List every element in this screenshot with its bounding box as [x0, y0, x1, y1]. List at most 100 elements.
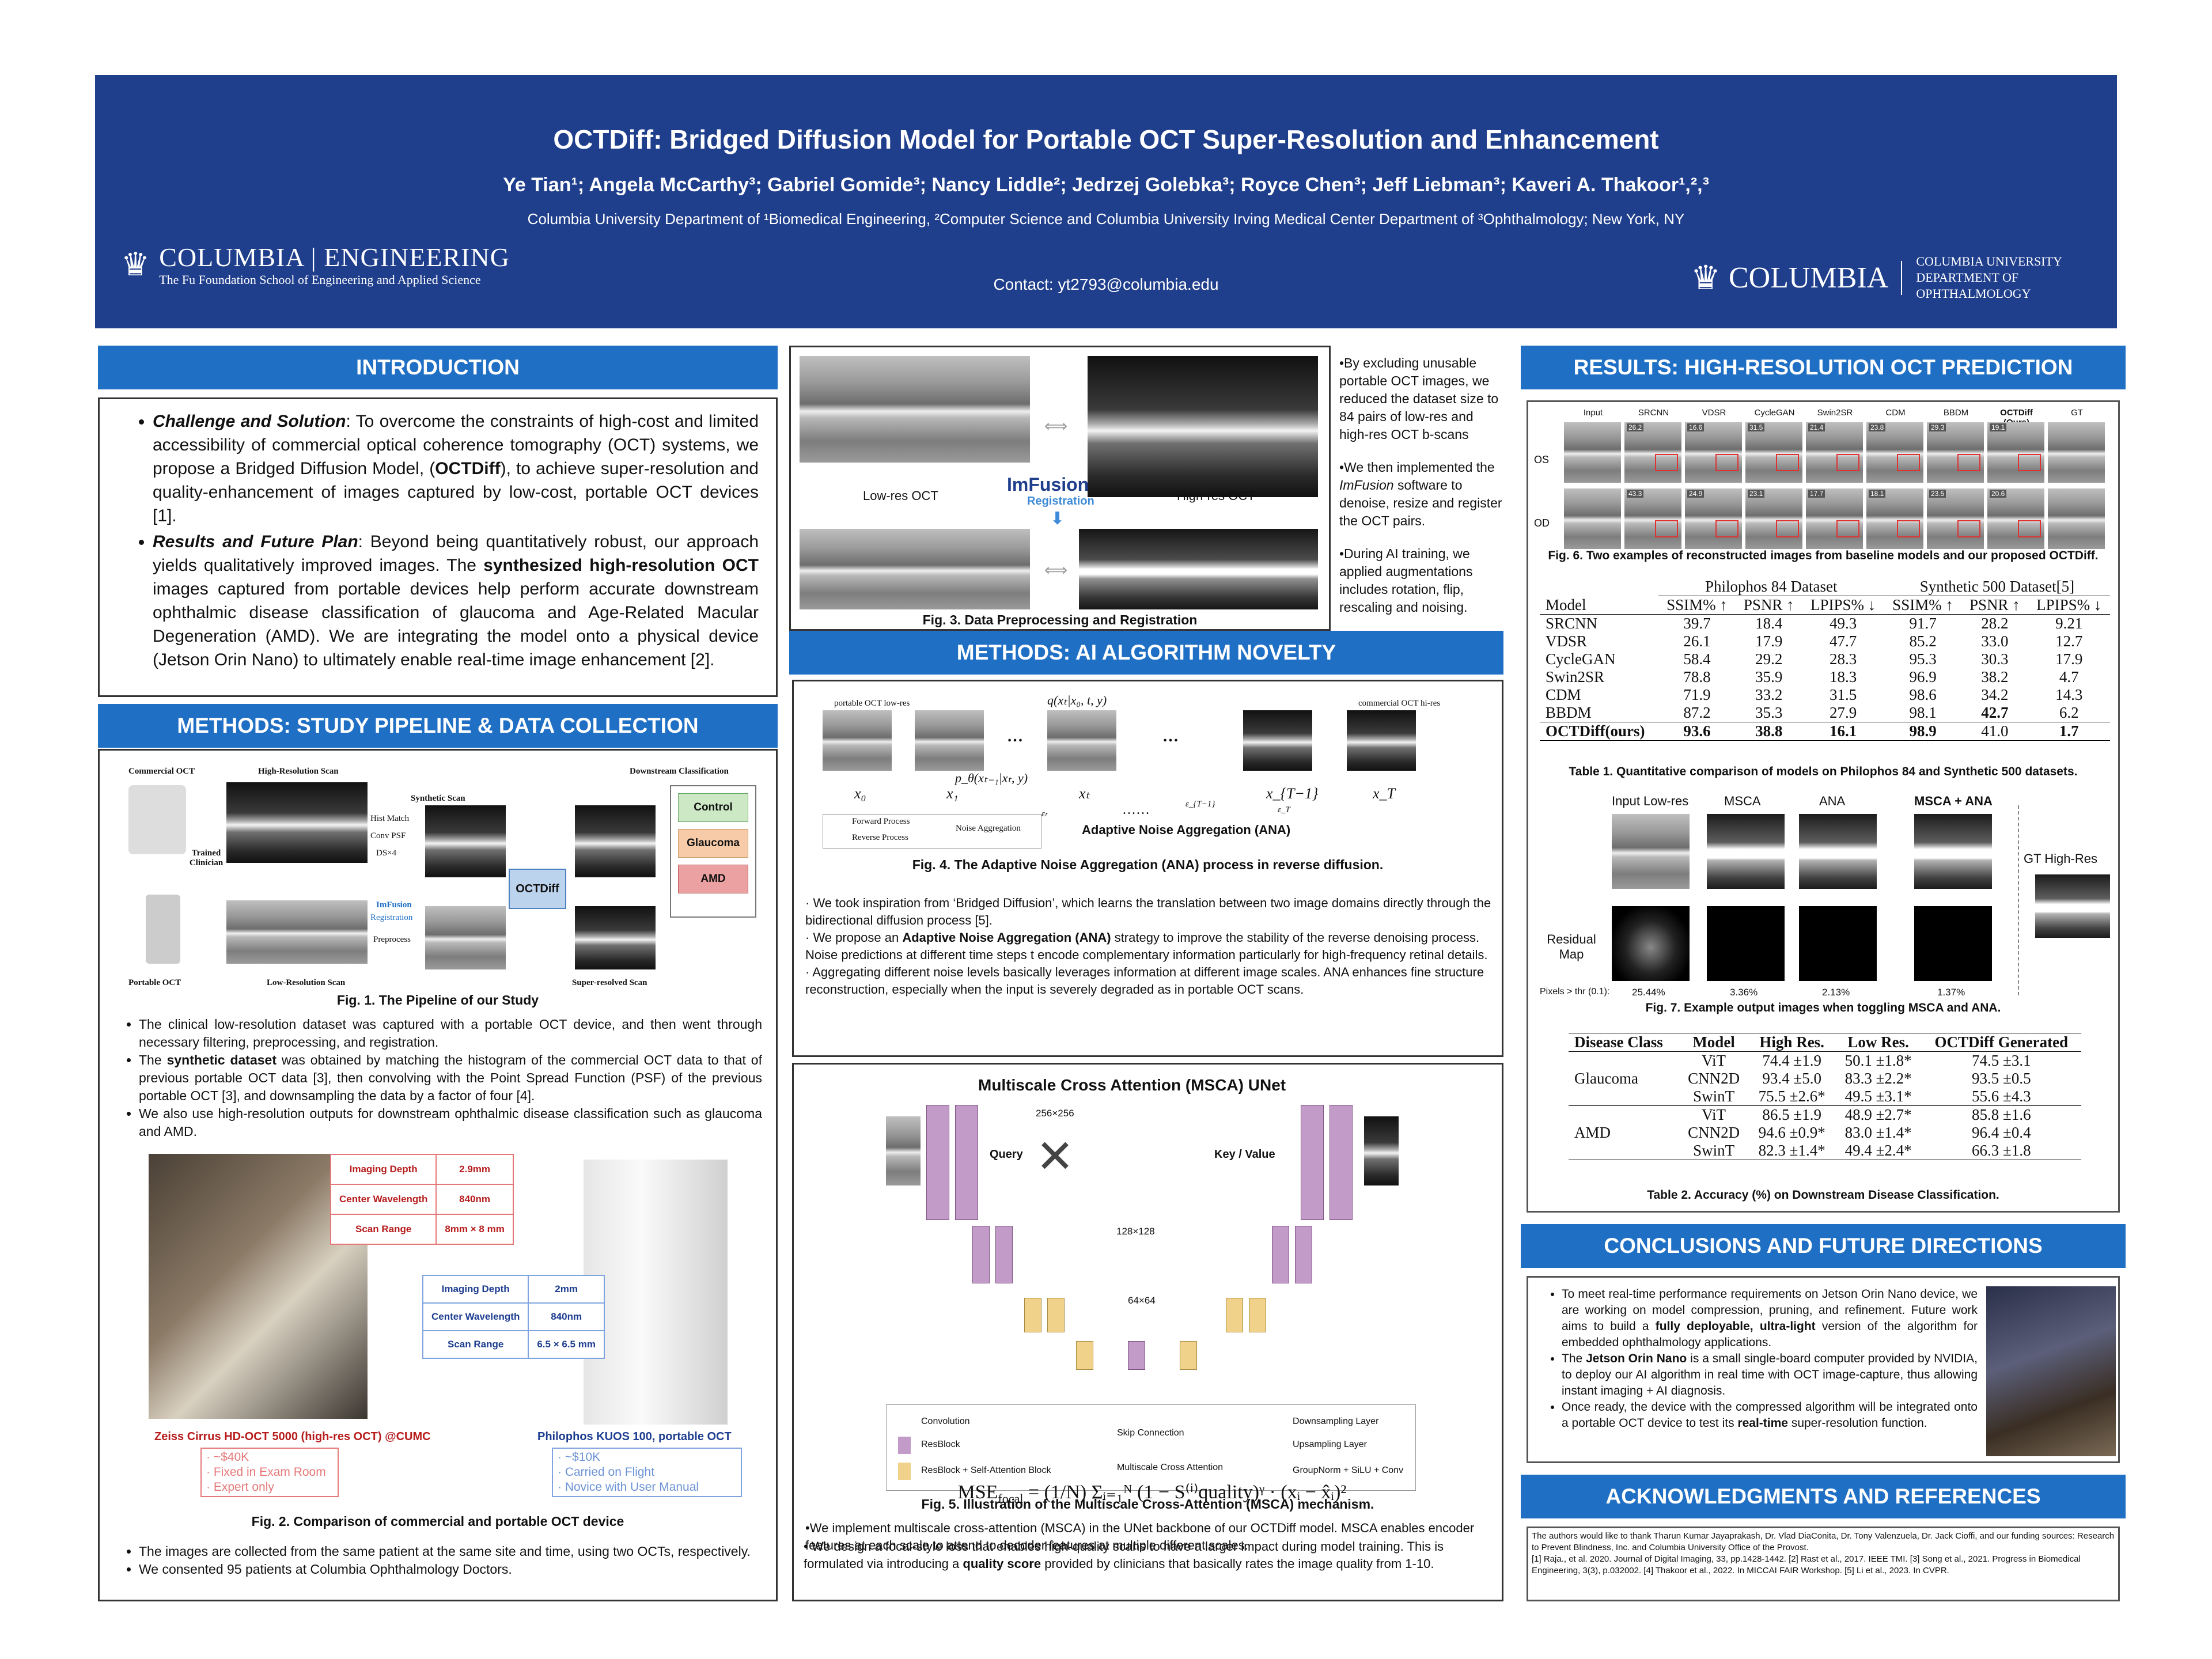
- t1-cell: 98.6: [1909, 686, 1937, 703]
- classification-panel: Control Glaucoma AMD: [670, 785, 756, 918]
- fig6-psnr-label: 29.3: [1929, 423, 1946, 431]
- t1-cell: 39.7: [1683, 615, 1711, 632]
- double-arrow-icon: ⟺: [1044, 561, 1068, 579]
- table-row: BBDM 87.2 35.3 27.9 98.1 42.7 6.2: [1540, 704, 2110, 722]
- columbia-engineering-logo: ♛ COLUMBIA | ENGINEERING The Fu Foundati…: [121, 243, 510, 287]
- highres-oct-image: [1088, 356, 1318, 497]
- t1-cell: 18.3: [1829, 668, 1857, 685]
- t2-cell: 83.3 ±2.2*: [1844, 1070, 1912, 1087]
- fig6-col-label: BBDM: [1943, 408, 1969, 418]
- t2-class-cell: [1569, 1088, 1679, 1106]
- t2-class-cell: [1569, 1052, 1679, 1070]
- t1-cell: 18.4: [1755, 615, 1783, 632]
- table-row: SwinT 82.3 ±1.4* 49.4 ±2.4* 66.3 ±1.8: [1569, 1142, 2081, 1160]
- t1-header-cell: PSNR ↑: [1969, 596, 2020, 613]
- figure-2-caption: Fig. 2. Comparison of commercial and por…: [251, 1514, 624, 1529]
- fig6-col-label: Input: [1583, 408, 1603, 418]
- t1-cell: 47.7: [1829, 632, 1857, 650]
- fig6-image: 23.8: [1866, 422, 1923, 483]
- commercial-oct-photo: [128, 785, 186, 854]
- fig6-psnr-label: 19.1: [1990, 423, 2007, 431]
- t1-header-cell: LPIPS% ↓: [1810, 596, 1876, 613]
- table-row: CDM 71.9 33.2 31.5 98.6 34.2 14.3: [1540, 686, 2110, 704]
- t1-cell: 35.3: [1755, 704, 1783, 721]
- zeiss-notes: · ~$40K · Fixed in Exam Room · Expert only: [200, 1448, 339, 1497]
- t1-cell: 35.9: [1755, 668, 1783, 685]
- fig6-psnr-label: 23.5: [1929, 490, 1946, 498]
- t2-cell: 74.4 ±1.9: [1762, 1052, 1821, 1069]
- t1-ours-cell: 98.9: [1909, 722, 1937, 740]
- fig6-psnr-label: 18.1: [1869, 490, 1886, 498]
- t1-cell: 27.9: [1829, 704, 1857, 721]
- table-row: Swin2SR 78.8 35.9 18.3 96.9 38.2 4.7: [1540, 668, 2110, 686]
- class-glaucoma: Glaucoma: [678, 829, 748, 858]
- fig6-image: 43.3: [1624, 488, 1681, 549]
- msca-output-image: [1364, 1116, 1399, 1185]
- t1-cell: Swin2SR: [1546, 668, 1605, 685]
- class-amd: AMD: [678, 865, 748, 893]
- figure-7-caption: Fig. 7. Example output images when toggl…: [1645, 1001, 2001, 1014]
- t1-cell: 17.9: [2055, 650, 2083, 668]
- t1-ours-cell: OCTDiff(ours): [1546, 722, 1645, 740]
- t1-cell: 33.0: [1981, 632, 2009, 650]
- t2-cell: 93.5 ±0.5: [1972, 1070, 2031, 1087]
- results-box: Input SRCNN VDSR CycleGAN Swin2SR CDM BBDM OCTD…: [1527, 400, 2120, 1213]
- t2-class-cell: Glaucoma: [1574, 1070, 1638, 1087]
- ack-box: The authors would like to thank Tharun K…: [1527, 1527, 2120, 1601]
- t1-ours-cell: 16.1: [1829, 722, 1857, 740]
- t1-cell: 91.7: [1909, 615, 1937, 632]
- t2-cell: SwinT: [1693, 1088, 1735, 1105]
- intro-box: Challenge and Solution: To overcome the …: [98, 397, 778, 697]
- fig3-side-text: •By excluding unusable portable OCT imag…: [1339, 355, 1502, 615]
- encoder-block-2: [955, 1105, 978, 1220]
- table-2-caption: Table 2. Accuracy (%) on Downstream Dise…: [1647, 1188, 1999, 1202]
- results-heading: RESULTS: HIGH-RESOLUTION OCT PREDICTION: [1521, 346, 2126, 389]
- zoom-box-icon: [1655, 520, 1678, 537]
- highres-label: High-res OCT: [1177, 488, 1255, 503]
- portable-oct-photo: [146, 895, 180, 964]
- focal-loss-equation: MSEfocal = (1/N) Σᵢ₌₁ᴺ (1 − S⁽ⁱ⁾quality)…: [957, 1482, 1347, 1506]
- zeiss-spec-table: Imaging Depth 2.9mm Center Wavelength 840n…: [329, 1154, 514, 1245]
- t1-header-cell: PSNR ↑: [1743, 596, 1794, 613]
- fig6-psnr-label: 21.4: [1808, 423, 1825, 431]
- table-row: VDSR 26.1 17.9 47.7 85.2 33.0 12.7: [1540, 632, 2110, 650]
- decoder-block-2: [1330, 1105, 1353, 1220]
- msca-box: Multiscale Cross Attention (MSCA) UNet 2…: [792, 1063, 1503, 1601]
- fig6-image: 19.1: [1987, 422, 2044, 483]
- t2-cell: ViT: [1702, 1052, 1726, 1069]
- t2-cell: 49.4 ±2.4*: [1844, 1142, 1912, 1159]
- lowres-oct-image: [800, 356, 1030, 463]
- table-row: AMD CNN2D 94.6 ±0.9* 83.0 ±1.4* 96.4 ±0.4: [1569, 1124, 2081, 1142]
- t1-cell: 12.7: [2055, 632, 2083, 650]
- zoom-box-icon: [1897, 520, 1920, 537]
- fig6-image: 29.3: [1927, 422, 1984, 483]
- fig6-image: 23.5: [1927, 488, 1984, 549]
- xT1-image: [1243, 710, 1312, 771]
- figure-5-msca: Multiscale Cross Attention (MSCA) UNet 2…: [886, 1070, 1404, 1416]
- fig6-col-label: CycleGAN: [1754, 408, 1795, 418]
- zoom-box-icon: [1715, 520, 1738, 537]
- fig6-image: [2048, 422, 2105, 483]
- t2-cell: 94.6 ±0.9*: [1758, 1124, 1825, 1141]
- zoom-box-icon: [1836, 520, 1859, 537]
- t2-header-cell: OCTDiff Generated: [1934, 1033, 2069, 1051]
- t2-cell: 49.5 ±3.1*: [1844, 1088, 1912, 1105]
- ack-text: The authors would like to thank Tharun K…: [1532, 1531, 2115, 1552]
- fig5-legend: Convolution ResBlock ResBlock + Self-Att…: [886, 1404, 1416, 1491]
- contact-email: Contact: yt2793@columbia.edu: [993, 275, 1219, 293]
- zeiss-label: Zeiss Cirrus HD-OCT 5000 (high-res OCT) …: [154, 1430, 431, 1443]
- lowres-label: Low-res OCT: [863, 488, 938, 503]
- kuos-device-photo: [584, 1160, 728, 1425]
- conclusions-box: To meet real-time performance requiremen…: [1527, 1276, 2120, 1463]
- zoom-box-icon: [1776, 520, 1799, 537]
- zoom-box-icon: [2018, 454, 2041, 471]
- t1-cell: 49.3: [1829, 615, 1857, 632]
- kuos-spec-table: Imaging Depth 2mm Center Wavelength 840nm …: [422, 1275, 605, 1359]
- jetson-device-photo: [1986, 1286, 2116, 1456]
- t1-cell: 87.2: [1683, 704, 1711, 721]
- t1-cell: 4.7: [2059, 668, 2079, 685]
- table-row: ViT 86.5 ±1.9 48.9 ±2.7* 85.8 ±1.6: [1569, 1106, 2081, 1124]
- pipeline-heading: METHODS: STUDY PIPELINE & DATA COLLECTIO…: [98, 704, 778, 748]
- conclusion-1: To meet real-time performance requiremen…: [1562, 1286, 1978, 1351]
- poster-title: OCTDiff: Bridged Diffusion Model for Por…: [553, 124, 1659, 154]
